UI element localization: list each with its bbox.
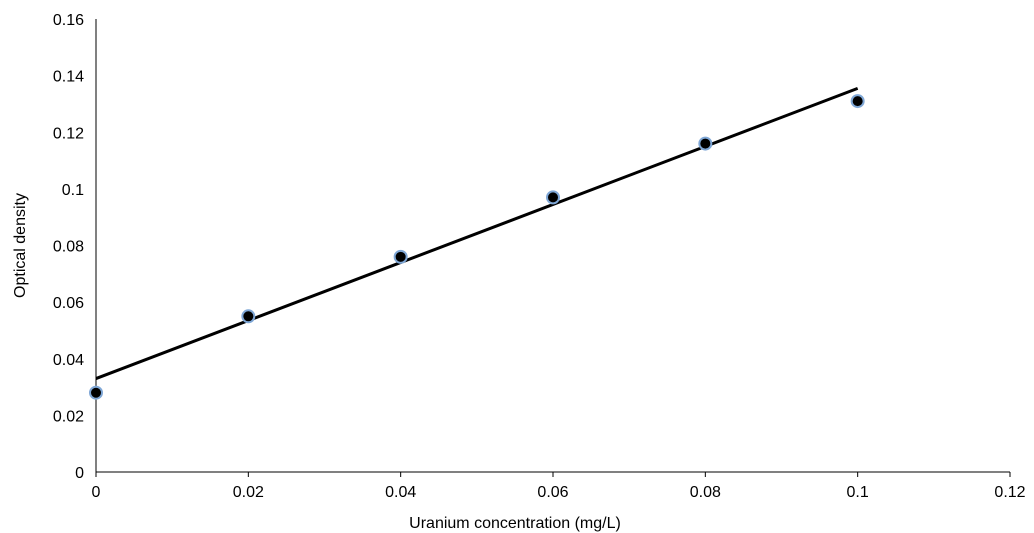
data-point	[89, 385, 103, 400]
x-tick-labels: 0 0.02 0.04 0.06 0.08 0.1 0.12	[92, 484, 1026, 501]
data-points	[89, 94, 865, 400]
data-point	[850, 94, 865, 109]
y-tick-labels: 0 0.02 0.04 0.06 0.08 0.1 0.12 0.14 0.16	[53, 12, 84, 482]
y-tick-label: 0.12	[53, 125, 84, 142]
x-tick-marks	[95, 472, 1011, 477]
y-axis-title: Optical density	[12, 193, 29, 298]
data-point	[393, 249, 408, 264]
y-tick-label: 0.14	[53, 69, 84, 86]
x-tick-label: 0.04	[385, 484, 416, 501]
y-tick-label: 0	[75, 465, 84, 482]
x-tick-label: 0.12	[994, 484, 1025, 501]
y-tick-label: 0.04	[53, 352, 84, 369]
x-tick-label: 0.06	[537, 484, 568, 501]
x-tick-label: 0.08	[690, 484, 721, 501]
trendline	[95, 86, 859, 380]
x-tick-label: 0.1	[847, 484, 869, 501]
x-axis-title: Uranium concentration (mg/L)	[409, 515, 621, 532]
y-tick-label: 0.16	[53, 12, 84, 29]
y-tick-label: 0.08	[53, 239, 84, 256]
y-tick-label: 0.06	[53, 295, 84, 312]
data-point	[546, 190, 560, 205]
x-tick-label: 0	[92, 484, 101, 501]
y-tick-label: 0.02	[53, 408, 84, 425]
data-point	[241, 309, 256, 324]
y-tick-label: 0.1	[62, 182, 84, 199]
data-point	[698, 136, 713, 151]
x-tick-label: 0.02	[233, 484, 264, 501]
